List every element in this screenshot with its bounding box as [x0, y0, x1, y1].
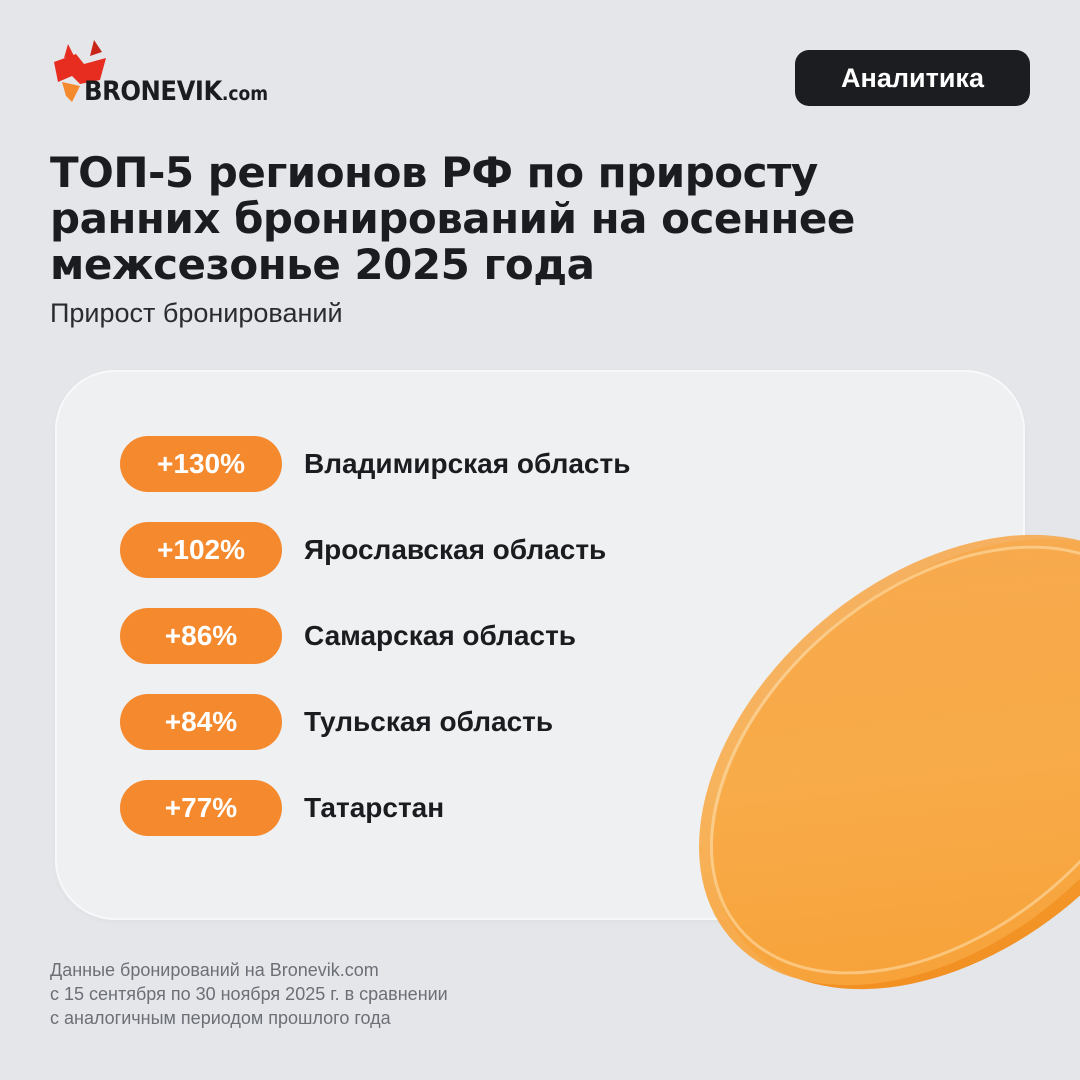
- footnote-line: с аналогичным периодом прошлого года: [50, 1008, 391, 1028]
- ranking-row: +84% Тульская область: [120, 694, 553, 750]
- logo-brand-name: BRONEVIK: [84, 76, 222, 107]
- region-name: Владимирская область: [304, 448, 631, 479]
- title-line: ранних бронирований на осеннее: [50, 194, 855, 243]
- region-name: Ярославская область: [304, 534, 607, 565]
- ranking-row: +130% Владимирская область: [120, 436, 630, 492]
- ranking-row: +86% Самарская область: [120, 608, 576, 664]
- title-line: межсезонье 2025 года: [50, 240, 595, 289]
- region-name: Самарская область: [304, 620, 576, 651]
- subtitle: Прирост бронирований: [50, 298, 343, 328]
- growth-badge: +84%: [120, 694, 282, 750]
- logo-domain: .com: [221, 83, 269, 105]
- flag-logo-icon: [54, 40, 106, 102]
- page-title: ТОП-5 регионов РФ по приросту ранних бро…: [50, 150, 1050, 288]
- region-name: Татарстан: [304, 792, 445, 823]
- growth-badge: +86%: [120, 608, 282, 664]
- region-name: Тульская область: [304, 706, 554, 737]
- ranking-row: +102% Ярославская область: [120, 522, 606, 578]
- logo-wordmark: BRONEVIK.com: [84, 76, 268, 107]
- growth-badge: +130%: [120, 436, 282, 492]
- category-badge: Аналитика: [795, 50, 1030, 106]
- growth-badge: +102%: [120, 522, 282, 578]
- title-line: ТОП-5 регионов РФ по приросту: [50, 148, 818, 197]
- data-source-footnote: Данные бронирований на Bronevik.com с 15…: [50, 958, 448, 1030]
- ranking-row: +77% Татарстан: [120, 780, 444, 836]
- bronevik-logo[interactable]: BRONEVIK.com: [50, 40, 290, 110]
- footnote-line: с 15 сентября по 30 ноября 2025 г. в сра…: [50, 984, 448, 1004]
- footnote-line: Данные бронирований на Bronevik.com: [50, 960, 379, 980]
- growth-badge: +77%: [120, 780, 282, 836]
